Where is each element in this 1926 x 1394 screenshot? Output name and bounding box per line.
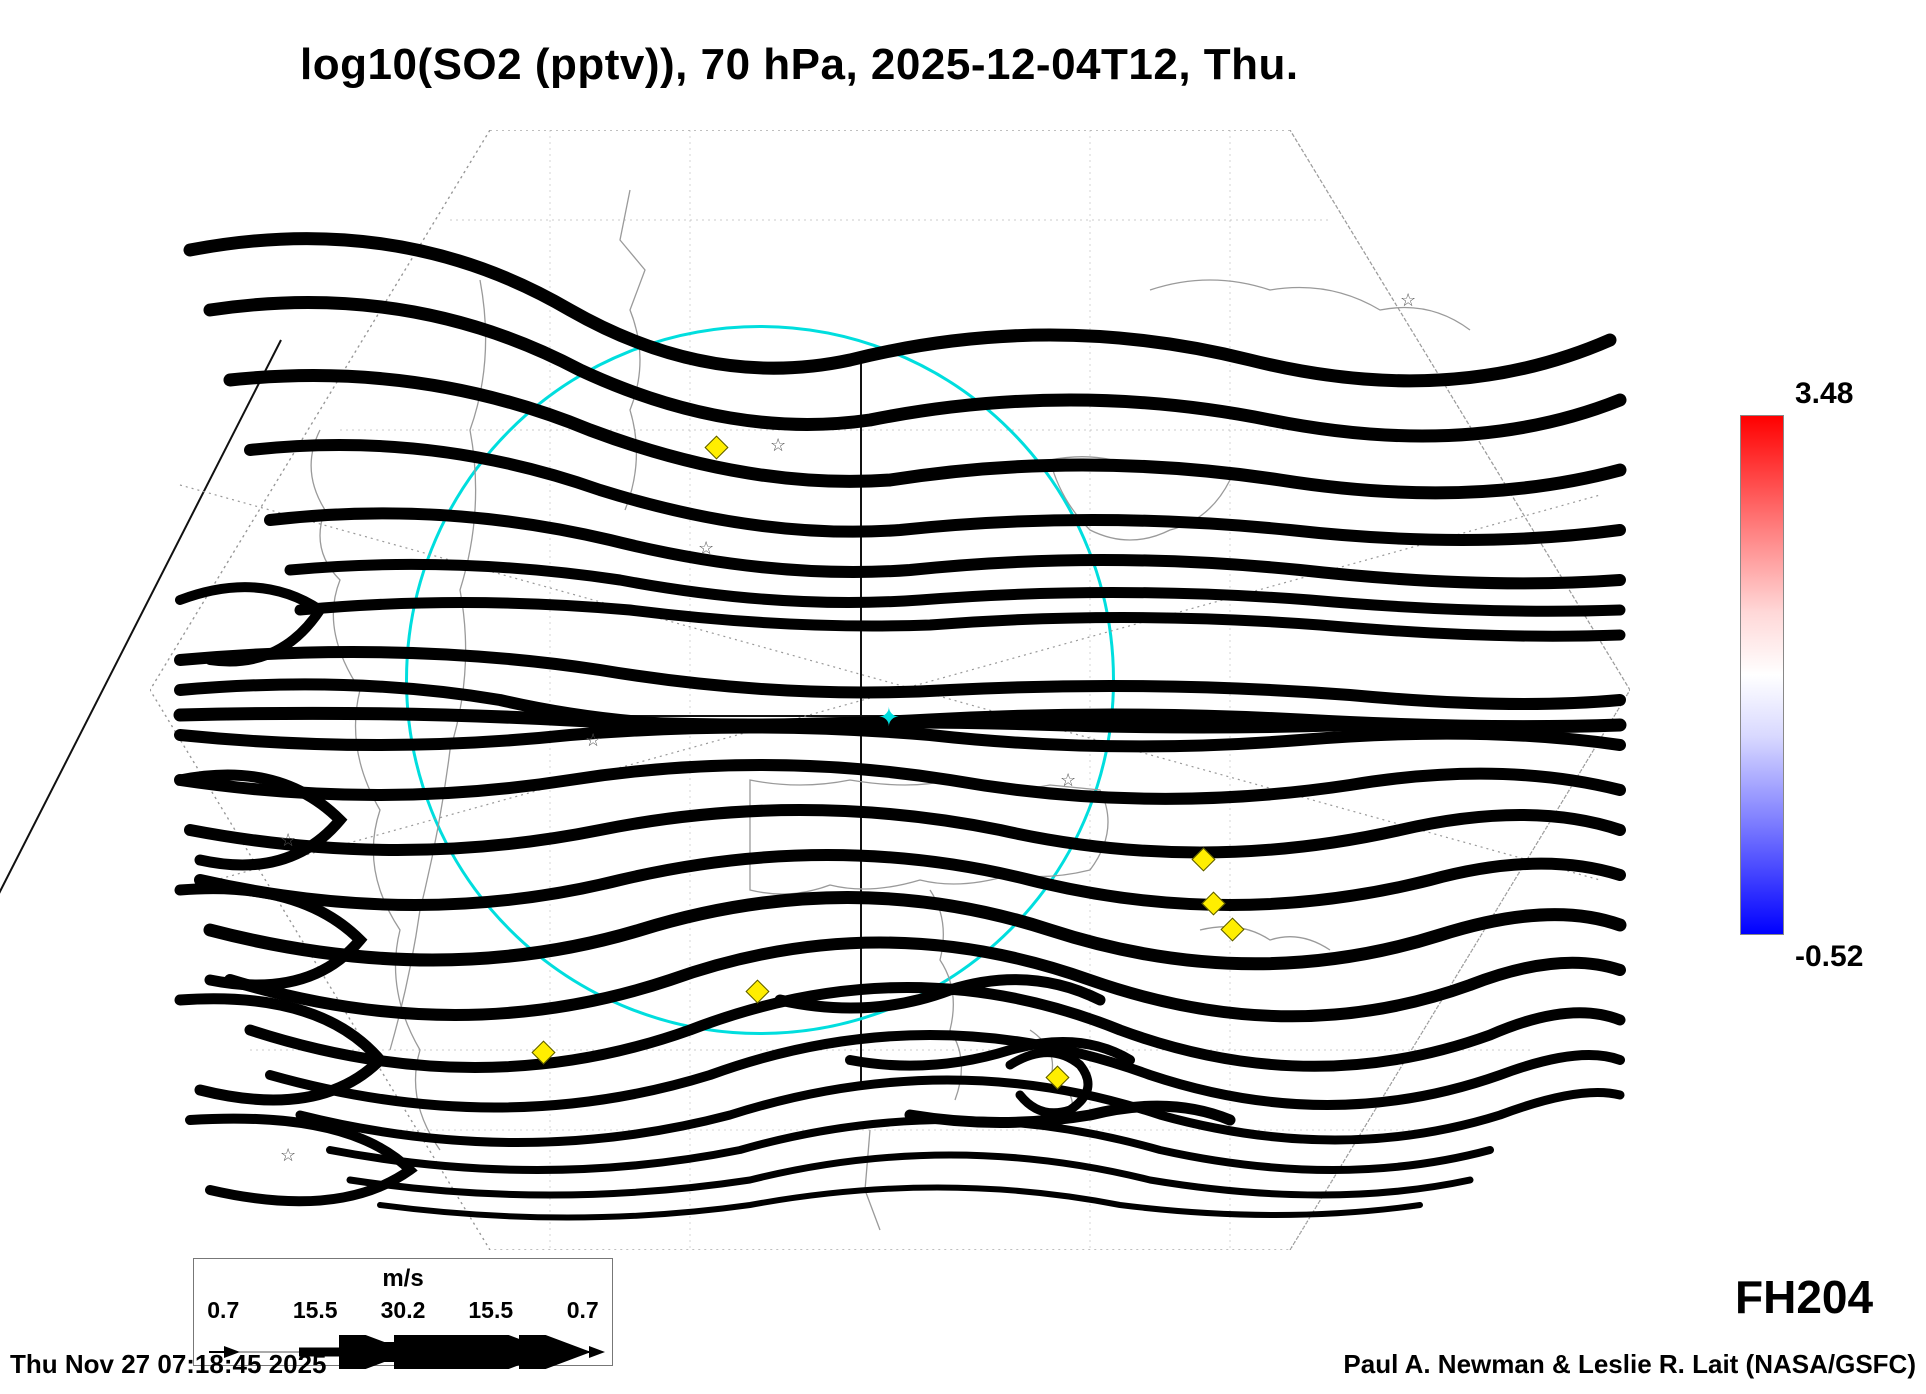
star-icon: ☆ xyxy=(698,538,714,559)
star-icon: ☆ xyxy=(280,1145,296,1166)
wind-legend-unit: m/s xyxy=(194,1265,612,1293)
wind-legend-value-2: 15.5 xyxy=(293,1297,338,1324)
colorbar-gradient xyxy=(1740,415,1784,935)
wind-legend-value-3: 30.2 xyxy=(381,1297,426,1324)
star-icon: ☆ xyxy=(1060,770,1076,791)
wind-legend-value-1: 0.7 xyxy=(207,1297,239,1324)
weather-map-window: log10(SO2 (pptv)), 70 hPa, 2025-12-04T12… xyxy=(0,0,1926,1394)
star-icon: ☆ xyxy=(1400,290,1416,311)
timestamp-text: Thu Nov 27 07:18:45 2025 xyxy=(10,1349,327,1380)
map-canvas: ✦ ☆ ☆ ☆ ☆ ☆ ☆ ☆ xyxy=(150,130,1630,1250)
page-title: log10(SO2 (pptv)), 70 hPa, 2025-12-04T12… xyxy=(300,40,1299,90)
wind-legend-value-4: 15.5 xyxy=(468,1297,513,1324)
colorbar-container: 3.48 -0.52 xyxy=(1740,375,1880,975)
fh-run-label: FH204 xyxy=(1735,1270,1873,1324)
wind-legend-value-5: 0.7 xyxy=(567,1297,599,1324)
center-star-marker[interactable]: ✦ xyxy=(878,708,896,726)
colorbar-min-label: -0.52 xyxy=(1795,940,1863,974)
attribution-text: Paul A. Newman & Leslie R. Lait (NASA/GS… xyxy=(1343,1349,1916,1380)
star-icon: ☆ xyxy=(280,830,296,851)
colorbar-max-label: 3.48 xyxy=(1795,377,1853,411)
star-icon: ☆ xyxy=(585,730,601,751)
star-icon: ☆ xyxy=(770,435,786,456)
